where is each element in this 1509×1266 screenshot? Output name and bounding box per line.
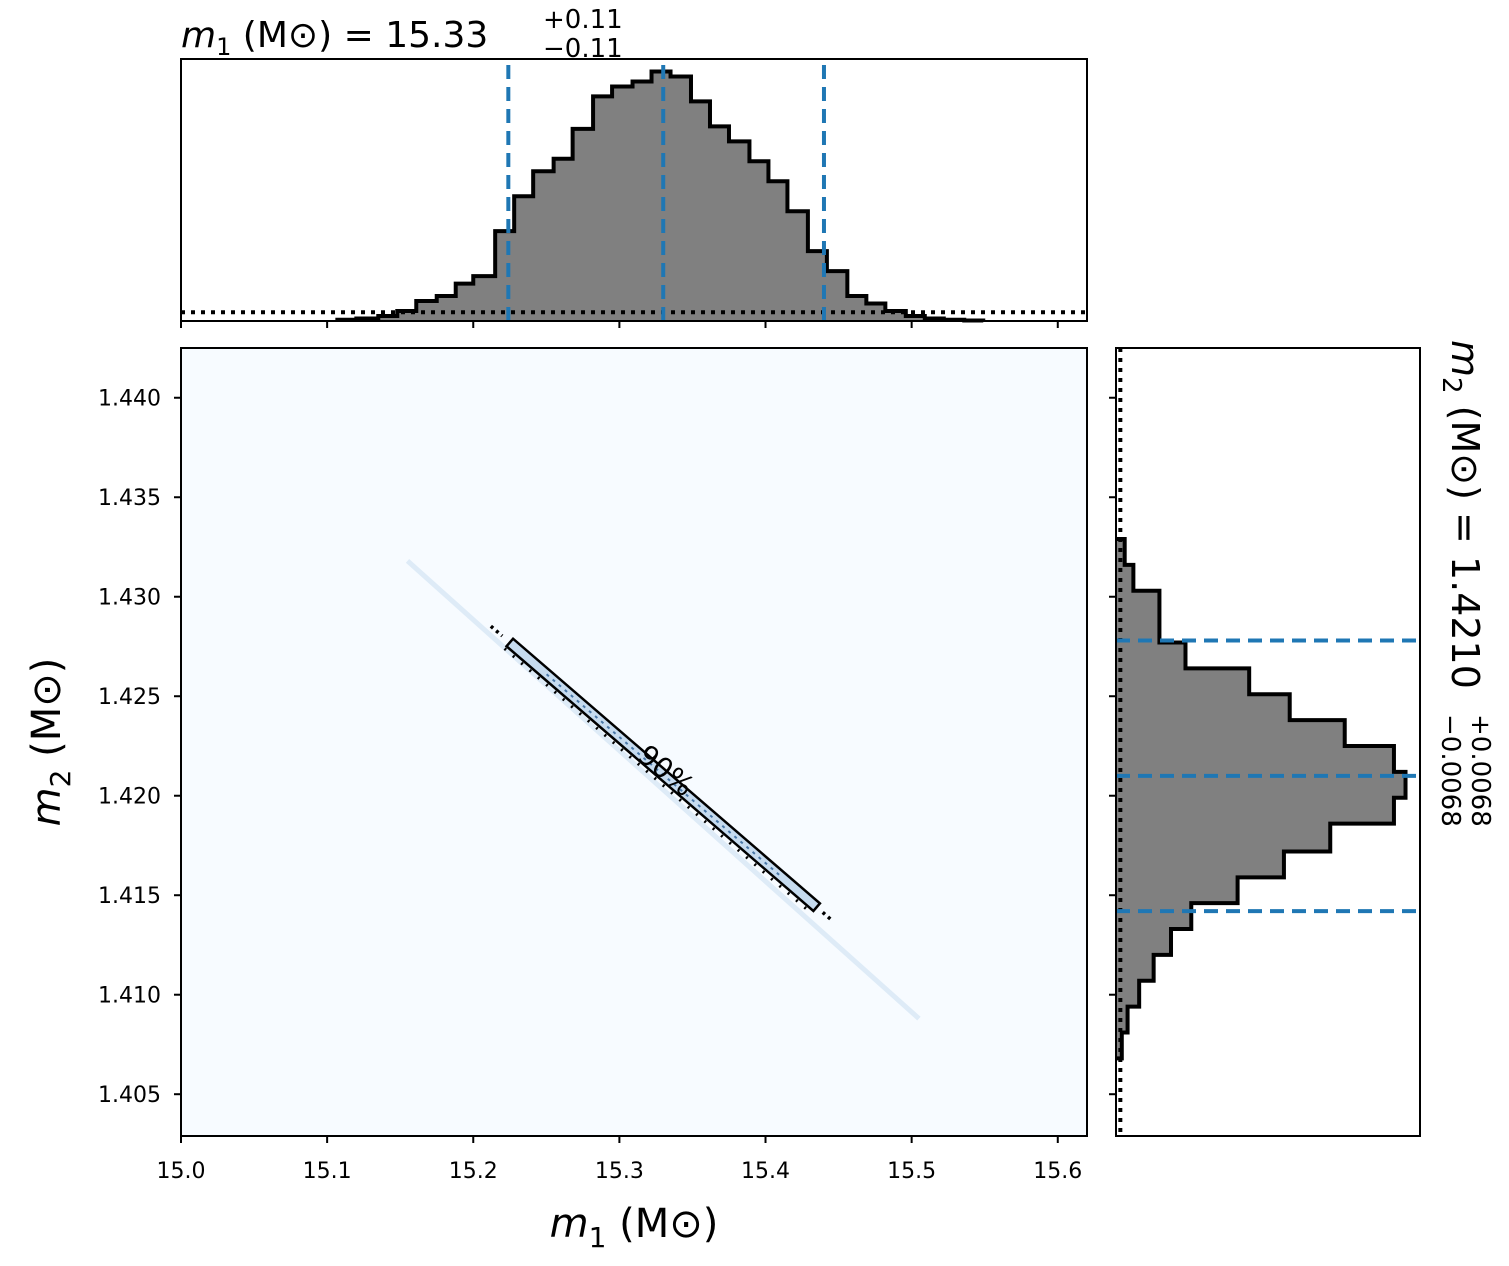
right-histogram-bar: [1116, 903, 1192, 930]
right-title-minus-error: −0.0068: [1435, 714, 1465, 827]
top-histogram-bar: [670, 76, 692, 321]
top-histogram-bar: [728, 141, 750, 321]
right-histogram-bar: [1116, 745, 1394, 773]
y-tick-label: 1.405: [98, 1083, 161, 1108]
joint-x-ticks: 15.0 15.1 15.2 15.3 15.4 15.5 15.6: [157, 1136, 1082, 1184]
top-histogram-bar: [866, 303, 886, 321]
right-histogram-bar: [1116, 980, 1140, 1008]
top-title-sun-symbol: ⊙: [288, 15, 318, 56]
top-histogram-bar: [416, 301, 438, 321]
top-title-minus-error: −0.11: [543, 34, 623, 64]
top-histogram-bar: [572, 128, 594, 321]
right-histogram-bar: [1116, 1032, 1122, 1059]
top-histogram-outline: [335, 69, 986, 323]
top-title-value: ) = 15.33: [318, 15, 488, 56]
x-tick-label: 15.4: [741, 1159, 790, 1184]
top-histogram-bars: [337, 71, 984, 322]
right-histogram-bar: [1116, 720, 1345, 747]
top-histogram-bar: [455, 283, 474, 321]
top-histogram-bar: [473, 276, 496, 321]
top-histogram-bar: [709, 126, 730, 321]
y-tick-label: 1.410: [98, 984, 161, 1009]
contour-inner-line: [545, 673, 781, 877]
svg-text:m2 (M⊙) = 1.4210: m2 (M⊙) = 1.4210: [1436, 340, 1487, 689]
top-title-plus-error: +0.11: [543, 5, 623, 35]
right-histogram-bar: [1116, 877, 1238, 904]
top-histogram-bar: [436, 296, 457, 321]
top-histogram-bar: [690, 101, 711, 322]
right-quantile-lines: [1116, 638, 1418, 914]
top-title: m1 (M⊙) = 15.33: [181, 15, 488, 61]
contour-dotted-levels: [489, 624, 835, 923]
right-histogram-bar: [1116, 539, 1125, 566]
top-axes-frame: [180, 58, 1088, 322]
top-histogram-bar: [612, 86, 634, 321]
top-histogram-bar: [397, 311, 417, 321]
top-histogram-bar: [514, 196, 534, 321]
top-histogram-bar: [651, 71, 672, 321]
y-tick-label: 1.430: [98, 586, 161, 611]
top-histogram-bar: [787, 211, 809, 321]
degeneracy-density: [405, 559, 921, 1021]
top-marginal-panel: m1 (M⊙) = 15.33 +0.11 −0.11: [180, 5, 1088, 328]
x-tick-label: 15.0: [157, 1159, 206, 1184]
joint-panel: 90% 15.0 15.1 15.2 15.3 15.4 15.5 15.6 1.4051.…: [24, 347, 1088, 1254]
right-title-plus-error: +0.0068: [1465, 714, 1495, 827]
x-tick-label: 15.6: [1033, 1159, 1082, 1184]
right-histogram-bar: [1116, 668, 1250, 695]
top-histogram-bar: [847, 296, 867, 321]
top-histogram-bar: [533, 171, 555, 321]
right-y-ticks: [1109, 396, 1116, 1096]
x-axis-title: m1 (M⊙): [550, 1201, 719, 1254]
y-tick-label: 1.415: [98, 884, 161, 909]
top-title-var: m: [181, 15, 216, 56]
x-tick-label: 15.3: [595, 1159, 644, 1184]
right-marginal-panel: m2 (M⊙) = 1.4210 +0.0068 −0.0068: [1109, 340, 1495, 1137]
x-tick-label: 15.5: [887, 1159, 936, 1184]
y-tick-label: 1.425: [98, 685, 161, 710]
x-tick-label: 15.2: [449, 1159, 498, 1184]
top-histogram-bar: [378, 316, 398, 321]
top-histogram-bar: [885, 311, 907, 321]
x-tick-label: 15.1: [303, 1159, 352, 1184]
joint-axes-frame: [180, 347, 1088, 1137]
top-histogram-bar: [593, 96, 613, 321]
right-histogram-bar: [1116, 590, 1160, 618]
y-tick-label: 1.435: [98, 486, 161, 511]
contour-dotted-segment: [489, 624, 504, 638]
joint-y-ticks: 1.405 1.410 1.415 1.420 1.425 1.430 1.435 1.440: [98, 387, 181, 1108]
right-histogram-bar: [1116, 823, 1331, 852]
y-tick-label: 1.440: [98, 387, 161, 412]
top-histogram-bar: [749, 161, 769, 321]
right-histogram-outline: [1116, 537, 1408, 1061]
right-title: m2 (M⊙) = 1.4210 +0.0068 −0.0068: [1435, 340, 1495, 827]
top-histogram-bar: [905, 316, 926, 321]
top-title-unit: (M: [231, 15, 288, 56]
top-histogram-bar: [768, 181, 788, 321]
right-histogram-bar: [1116, 929, 1172, 956]
contour-dotted-segment: [503, 647, 813, 915]
right-axes-frame: [1115, 347, 1421, 1137]
top-title-sub: 1: [216, 33, 231, 61]
top-x-ticks: [180, 321, 1059, 328]
right-histogram-bar: [1116, 851, 1284, 878]
right-histogram-bar: [1116, 694, 1290, 721]
right-histogram-bar: [1116, 642, 1186, 669]
y-tick-label: 1.420: [98, 785, 161, 810]
top-histogram-bar: [632, 81, 653, 321]
top-histogram-bar: [495, 231, 515, 321]
top-histogram-bar: [826, 271, 848, 321]
top-histogram-bar: [553, 158, 574, 321]
right-histogram-bar: [1116, 797, 1394, 825]
y-axis-title: m2 (M⊙): [24, 658, 77, 827]
contour-dotted-segment: [821, 911, 835, 923]
